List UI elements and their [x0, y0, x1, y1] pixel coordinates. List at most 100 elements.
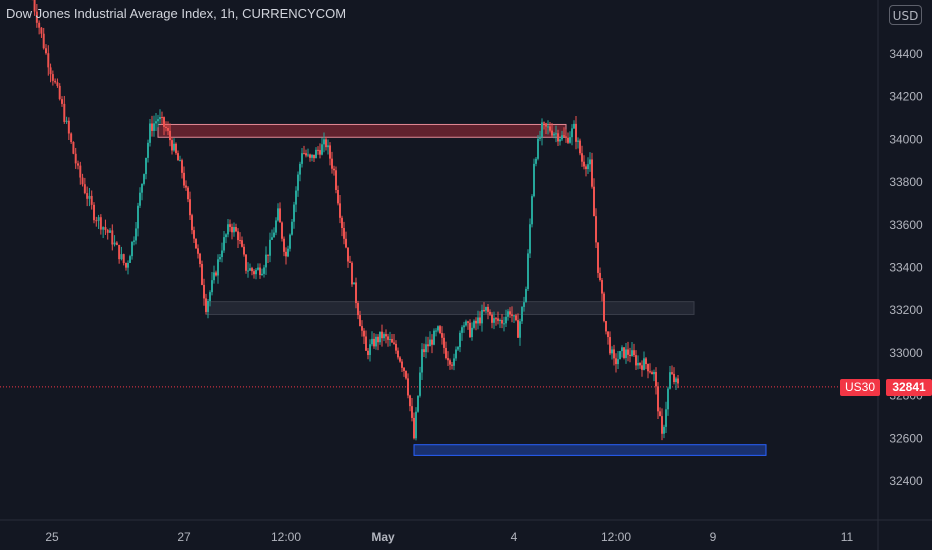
- candle: [109, 230, 111, 233]
- candle: [567, 137, 569, 143]
- candle: [243, 246, 245, 255]
- candle: [329, 145, 331, 159]
- candle: [483, 310, 485, 312]
- candle: [539, 137, 541, 139]
- candle: [413, 417, 415, 439]
- candle: [555, 133, 557, 135]
- candle: [70, 133, 73, 143]
- candle: [581, 153, 583, 162]
- candle: [417, 395, 419, 412]
- candle: [389, 339, 391, 341]
- candle: [225, 234, 227, 238]
- currency-button[interactable]: USD: [889, 5, 922, 25]
- candle: [199, 253, 201, 264]
- candle: [33, 0, 36, 12]
- candle: [653, 371, 655, 375]
- candle: [143, 174, 145, 184]
- candle: [625, 349, 627, 358]
- candle: [565, 136, 567, 138]
- candle: [531, 196, 533, 225]
- candle: [247, 270, 249, 272]
- x-tick-label: 4: [511, 530, 518, 544]
- candle: [83, 184, 86, 194]
- candle: [385, 334, 387, 337]
- candle: [147, 142, 149, 158]
- candle: [90, 195, 93, 205]
- candle: [659, 411, 661, 417]
- candle: [489, 311, 491, 315]
- candle: [337, 190, 339, 204]
- candle: [635, 355, 637, 366]
- candle: [577, 140, 579, 142]
- candle: [333, 168, 335, 171]
- candle: [497, 318, 499, 321]
- candle: [189, 199, 191, 216]
- candle: [38, 22, 41, 28]
- x-tick-label: 12:00: [601, 530, 631, 544]
- candle: [167, 128, 169, 131]
- candle: [439, 326, 441, 334]
- candle: [339, 203, 341, 218]
- candle: [559, 139, 561, 142]
- candle: [171, 140, 173, 151]
- candle: [49, 67, 52, 75]
- candle: [305, 153, 307, 156]
- candle: [193, 230, 195, 239]
- candle: [501, 320, 503, 324]
- candle: [155, 121, 157, 124]
- candle: [153, 123, 155, 131]
- candle: [425, 344, 427, 353]
- candle: [415, 411, 417, 439]
- candle: [283, 238, 285, 252]
- candle: [359, 315, 361, 327]
- candle: [441, 333, 443, 338]
- candle: [633, 350, 635, 356]
- candle: [667, 388, 669, 410]
- candle: [613, 349, 615, 359]
- x-tick-label: 27: [177, 530, 191, 544]
- candle: [537, 138, 539, 159]
- candle: [367, 350, 369, 355]
- candle: [345, 238, 347, 248]
- candle: [285, 251, 287, 257]
- last-price-badge: 32841: [886, 379, 932, 396]
- candle: [605, 321, 607, 332]
- candle: [79, 165, 82, 178]
- candle: [203, 284, 205, 299]
- candle: [603, 293, 605, 322]
- candle: [183, 172, 185, 186]
- candle: [237, 231, 239, 241]
- candle: [227, 224, 229, 235]
- candle: [309, 154, 311, 158]
- candle: [289, 234, 291, 249]
- candle: [281, 222, 283, 239]
- candle: [169, 130, 171, 141]
- candle: [487, 306, 489, 312]
- candle: [99, 217, 102, 230]
- candle: [47, 53, 50, 68]
- candle: [477, 317, 479, 324]
- candle: [291, 221, 293, 235]
- candle: [665, 409, 667, 427]
- candle: [213, 272, 215, 281]
- candle: [493, 318, 495, 323]
- candle: [449, 360, 451, 365]
- candle: [361, 326, 363, 331]
- candle: [297, 174, 299, 191]
- candle: [617, 359, 619, 365]
- candle: [391, 339, 393, 343]
- candle: [525, 289, 527, 303]
- candle: [259, 267, 261, 275]
- candle: [467, 321, 469, 323]
- candle: [621, 347, 623, 352]
- candle: [207, 300, 209, 312]
- candle: [669, 372, 671, 389]
- candle: [249, 268, 251, 271]
- candle: [515, 315, 517, 321]
- candle: [657, 386, 659, 412]
- candle: [437, 326, 439, 331]
- candle: [56, 82, 59, 86]
- candle: [523, 302, 525, 307]
- candle: [315, 149, 317, 159]
